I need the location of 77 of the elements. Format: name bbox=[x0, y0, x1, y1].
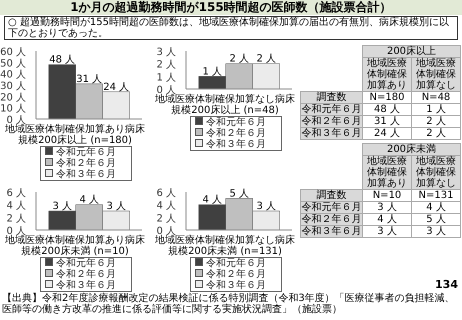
data-label: 1 人 bbox=[202, 66, 222, 78]
data-label: 2 人 bbox=[229, 54, 249, 65]
category-label: 令和元年６月 bbox=[302, 202, 362, 213]
category-label: 令和３年６月 bbox=[302, 226, 362, 237]
data-label: 3 人 bbox=[256, 201, 276, 212]
legend-label: 令和２年６月 bbox=[205, 269, 267, 280]
y-tick-label: 4 人 bbox=[6, 200, 26, 212]
data-label: 3 人 bbox=[106, 201, 126, 212]
y-tick-label: 2 人 bbox=[156, 213, 176, 224]
text: 2 人 bbox=[426, 116, 446, 127]
legend-label: 令和元年６月 bbox=[55, 258, 117, 269]
text: 24 人 bbox=[374, 128, 400, 139]
text: 3 人 bbox=[377, 202, 397, 213]
legend-label: 令和２年６月 bbox=[55, 269, 117, 280]
data-label: 3 人 bbox=[52, 201, 72, 212]
x-axis-title: 地域医療体制確保加算あり病床規模200床以上 (n=180) bbox=[4, 124, 146, 146]
x-axis-title: 地域医療体制確保加算なし病床規模200床未満 (n=131) bbox=[154, 235, 296, 257]
text: 【出典】令和2年度診療報酬改定の結果検証に係る特別調査（令和3年度）「医療従事者の負担軽減、医師等の働き方改革の推進に係る評価等に関する実施状況調査」（施設票） bbox=[2, 293, 456, 315]
y-tick-label: 20 人 bbox=[0, 92, 26, 104]
text: 1 人 bbox=[426, 104, 446, 115]
text: ○ 超過勤務時間が155時間超の医師数は、地域医療体制確保加算の届出の有無別、病床規模別に以下のとおりであった。 bbox=[4, 16, 458, 40]
text: 5 人 bbox=[426, 214, 446, 225]
data-label: 4 人 bbox=[79, 194, 99, 206]
legend-label: 令和元年６月 bbox=[55, 147, 117, 158]
text: 200床未満 bbox=[362, 144, 460, 156]
legend-label: 令和元年６月 bbox=[205, 117, 267, 128]
y-tick-label: 50 人 bbox=[0, 58, 26, 70]
data-label: 5 人 bbox=[229, 188, 249, 200]
data-label: 4 人 bbox=[202, 194, 222, 206]
legend-label: 令和元年６月 bbox=[205, 258, 267, 269]
data-label: 2 人 bbox=[256, 54, 276, 65]
y-tick-label: 6 人 bbox=[156, 188, 176, 199]
category-label: 地域医療体制確保加算あり bbox=[362, 156, 412, 190]
y-tick-label: 10 人 bbox=[0, 104, 26, 115]
legend-label: 令和３年６月 bbox=[205, 139, 267, 150]
text: N=131 bbox=[418, 190, 454, 201]
category-label: 令和３年６月 bbox=[302, 128, 362, 139]
legend-label: 令和２年６月 bbox=[205, 128, 267, 139]
y-tick-label: 1 人 bbox=[156, 72, 176, 84]
text: 134 bbox=[435, 278, 458, 291]
y-tick-label: 6 人 bbox=[6, 188, 26, 199]
text: 1か月の超過勤務時間が155時間超の医師数（施設票合計） bbox=[0, 0, 462, 15]
y-tick-label: 2 人 bbox=[156, 60, 176, 71]
legend-label: 令和３年６月 bbox=[55, 280, 117, 291]
category-label: 地域医療体制確保加算あり bbox=[362, 58, 412, 92]
text: N=10 bbox=[372, 190, 402, 201]
data-label: 24 人 bbox=[103, 82, 130, 93]
category-label: 調査数 bbox=[316, 190, 346, 201]
text: N=48 bbox=[422, 92, 450, 103]
text: 2 人 bbox=[426, 128, 446, 139]
y-tick-label: 2 人 bbox=[6, 213, 26, 224]
text: 4 人 bbox=[426, 202, 446, 213]
category-label: 令和２年６月 bbox=[302, 214, 362, 225]
legend-label: 令和３年６月 bbox=[55, 169, 117, 180]
y-tick-label: 40 人 bbox=[0, 70, 26, 81]
y-tick-label: 30 人 bbox=[0, 81, 26, 92]
y-tick-label: 4 人 bbox=[156, 200, 176, 212]
y-tick-label: 3 人 bbox=[156, 47, 176, 58]
x-axis-title: 地域医療体制確保加算あり病床規模200床未満 (n=10) bbox=[4, 235, 146, 257]
text: 200床以上 bbox=[362, 46, 460, 58]
data-label: 48 人 bbox=[49, 54, 76, 66]
text: 31 人 bbox=[374, 116, 400, 127]
text: 4 人 bbox=[377, 214, 397, 225]
legend-label: 令和３年６月 bbox=[205, 280, 267, 291]
text: 48 人 bbox=[374, 104, 400, 115]
text: 3 人 bbox=[426, 226, 446, 237]
text: 3 人 bbox=[377, 226, 397, 237]
legend-label: 令和２年６月 bbox=[55, 158, 117, 169]
category-label: 令和２年６月 bbox=[302, 116, 362, 127]
category-label: 調査数 bbox=[316, 92, 346, 103]
text: N=180 bbox=[370, 92, 404, 103]
category-label: 令和元年６月 bbox=[302, 104, 362, 115]
data-label: 31 人 bbox=[76, 74, 102, 85]
y-tick-label: 60 人 bbox=[0, 47, 26, 58]
x-axis-title: 地域医療体制確保加算なし病床規模200床以上 (n=48) bbox=[154, 94, 296, 116]
category-label: 地域医療体制確保加算なし bbox=[412, 156, 460, 190]
category-label: 地域医療体制確保加算なし bbox=[412, 58, 460, 92]
